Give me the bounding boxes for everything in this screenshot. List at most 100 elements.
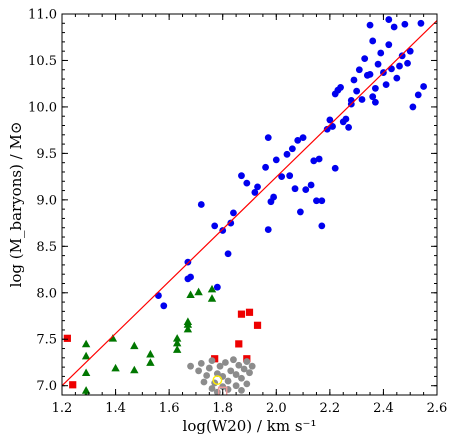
data-point [350, 76, 358, 84]
data-point [227, 367, 235, 375]
data-point [211, 222, 219, 230]
data-point [248, 362, 256, 370]
data-point [224, 377, 232, 385]
data-point [420, 83, 428, 90]
data-point [409, 103, 417, 111]
data-point [355, 66, 363, 74]
data-point [278, 173, 286, 181]
data-point [329, 123, 336, 130]
chart-marks [63, 16, 428, 395]
data-point [172, 334, 182, 342]
data-point [200, 378, 208, 386]
data-point [240, 365, 248, 373]
y-tick-label: 10.0 [28, 100, 57, 115]
data-point [323, 125, 331, 133]
data-point [417, 19, 425, 27]
y-tick-label: 11.0 [28, 8, 57, 23]
data-point [187, 273, 194, 281]
data-point [195, 367, 203, 375]
data-point [205, 364, 213, 372]
data-point [81, 368, 91, 377]
data-point [197, 201, 205, 208]
data-point [331, 164, 339, 172]
x-tick-labels: 1.2 1.4 1.6 1.8 2.0 2.2 2.4 2.6 [52, 401, 448, 416]
data-point [245, 308, 254, 316]
x-tick-label: 1.2 [52, 401, 73, 416]
data-point [369, 93, 377, 101]
x-tick-label: 1.4 [105, 401, 126, 416]
y-tick-labels: 7.0 7.5 8.0 8.5 9.0 9.5 10.0 10.5 11.0 [28, 8, 57, 395]
data-point [385, 16, 393, 23]
data-point [361, 55, 369, 63]
data-point [342, 115, 350, 123]
data-point [197, 360, 205, 367]
fit-line [62, 20, 437, 387]
data-point [371, 98, 379, 106]
y-tick-label: 10.5 [28, 54, 57, 69]
data-point [315, 155, 323, 163]
data-point [130, 341, 139, 350]
data-point [310, 157, 318, 165]
y-tick-label: 8.0 [36, 286, 57, 301]
y-tick-label: 9.5 [36, 147, 57, 162]
data-point [216, 362, 224, 370]
data-point [302, 186, 310, 194]
data-point [221, 359, 229, 366]
data-point [253, 321, 262, 329]
data-point [203, 372, 211, 379]
data-point [213, 370, 221, 378]
data-point [208, 357, 216, 365]
data-point [385, 41, 393, 49]
data-point [366, 71, 374, 78]
data-point [414, 91, 422, 99]
data-point [382, 81, 390, 89]
data-point [270, 193, 278, 201]
data-point [358, 96, 366, 103]
data-point [264, 226, 272, 233]
data-point [172, 345, 182, 353]
data-point [288, 145, 296, 153]
data-point [146, 349, 155, 358]
data-point [345, 123, 353, 131]
data-point [393, 74, 401, 82]
data-point [299, 134, 307, 141]
data-point [81, 339, 91, 348]
data-point [183, 317, 193, 325]
data-point [243, 179, 251, 187]
data-point [227, 219, 235, 227]
data-point [207, 294, 217, 302]
data-point [286, 172, 294, 180]
data-point [294, 136, 302, 144]
data-point [187, 362, 194, 370]
data-point [235, 340, 243, 348]
data-point [219, 227, 227, 234]
data-point [401, 20, 409, 28]
y-tick-label: 8.5 [36, 240, 57, 255]
data-point [398, 52, 406, 60]
data-point [232, 382, 240, 390]
data-point [272, 156, 280, 164]
x-tick-label: 1.8 [212, 401, 233, 416]
data-point [406, 47, 414, 55]
y-tick-label: 9.0 [36, 193, 57, 208]
data-point [186, 290, 195, 298]
data-point [184, 258, 192, 266]
data-point [155, 292, 162, 299]
x-tick-label: 2.4 [373, 401, 394, 416]
x-axis-title: log(W20) / km s⁻¹ [183, 417, 317, 435]
data-point [369, 37, 377, 45]
y-tick-label: 7.0 [36, 379, 57, 394]
y-tick-label: 7.5 [36, 333, 57, 348]
data-point [307, 181, 315, 189]
data-point [238, 172, 245, 180]
data-point [160, 302, 168, 310]
x-tick-label: 2.6 [427, 401, 448, 416]
data-point [243, 358, 251, 365]
data-point [146, 358, 155, 366]
data-point [313, 197, 320, 205]
data-point [69, 381, 77, 389]
data-point [283, 150, 291, 158]
data-point [81, 386, 91, 394]
data-point [326, 116, 334, 124]
data-point [108, 334, 118, 342]
